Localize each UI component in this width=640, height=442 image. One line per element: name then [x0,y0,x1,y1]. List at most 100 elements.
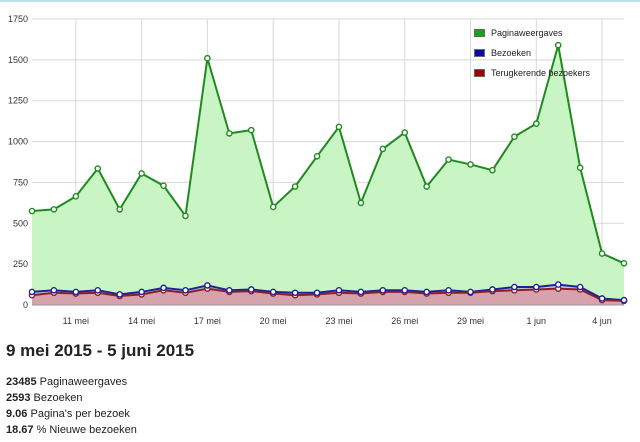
pageviews-point [335,123,343,131]
x-tick-label: 14 mei [128,316,155,326]
visits-point [72,288,80,296]
legend-item-pageviews: Paginaweergaves [474,26,590,39]
y-tick-label: 0 [23,300,28,310]
pageviews-point [226,130,233,137]
visits-point [94,286,102,294]
pageviews-point [28,207,36,215]
y-tick-label: 750 [13,177,28,187]
visits-point [50,286,58,294]
stat-pages-per-visit: 9.06 Pagina's per bezoek [6,406,137,422]
visits-point [138,288,145,296]
legend-swatch-pageviews [474,28,485,37]
visits-point [554,281,562,288]
stat-value: 18.67 [6,424,34,436]
legend-label-visits: Bezoeken [491,47,532,58]
visits-point [379,286,387,294]
x-tick-label: 1 jun [527,316,547,326]
pageviews-point [247,126,255,134]
chart-svg: 0 250 500 750 1000 1250 1500 1750 11 mei 14 mei 17… [8,14,628,326]
pageviews-point [467,161,474,168]
x-tick-label: 29 mei [457,316,484,326]
pageviews-point [72,193,80,200]
visits-point [247,286,255,293]
pageviews-point [138,170,145,177]
pageviews-point [576,164,584,172]
legend-swatch-visits [474,48,485,57]
y-tick-label: 1250 [8,96,28,106]
visits-point [116,291,124,298]
chart-legend: Paginaweergaves Bezoeken Terugkerende be… [474,26,590,86]
visits-point [445,286,452,294]
stat-value: 2593 [6,392,31,404]
x-tick-label: 4 jun [592,316,612,326]
pageviews-point [50,206,58,213]
y-tick-label: 250 [13,259,28,269]
y-tick-label: 500 [13,218,28,228]
x-tick-label: 23 mei [325,316,352,326]
x-tick-label: 17 mei [194,316,221,326]
returning-line [31,287,625,302]
pageviews-point [532,120,540,127]
visits-point [226,286,233,294]
visits-point [269,288,277,296]
pageviews-line [31,44,625,265]
visits-point [467,288,474,296]
y-tick-label: 1000 [8,137,28,147]
visits-point [489,286,496,293]
visits-point [313,289,321,297]
visits-point [204,282,211,289]
pageviews-point [423,183,430,190]
legend-label-returning: Terugkerende bezoekers [491,67,591,78]
x-tick-label: 26 mei [391,316,418,326]
visits-line [31,283,625,302]
visits-point [532,283,540,291]
pageviews-point [379,145,387,153]
pageviews-area [32,45,624,306]
pageviews-point [554,41,562,49]
stat-label: Pagina's per bezoek [30,408,130,420]
visits-point [335,286,343,294]
top-divider [0,0,640,2]
y-tick-label: 1750 [8,14,28,24]
visits-point [511,283,518,291]
visits-point [357,288,365,296]
chart-area: 0 250 500 750 1000 1250 1500 1750 11 mei 14 mei 17… [0,4,640,334]
legend-swatch-returning [474,68,485,77]
legend-item-visits: Bezoeken [474,46,590,59]
visits-point [28,288,36,296]
legend-item-returning: Terugkerende bezoekers [474,66,590,79]
stat-new-visits: 18.67 % Nieuwe bezoeken [6,422,137,438]
pageviews-point [401,129,409,136]
visits-point [423,288,430,296]
pageviews-point [489,166,496,174]
x-tick-label: 20 mei [260,316,287,326]
stat-label: Paginaweergaves [39,376,128,388]
stat-value: 23485 [6,376,37,388]
visits-point [620,296,628,304]
legend-label-pageviews: Paginaweergaves [491,27,563,38]
pageviews-point [620,260,628,267]
stat-pageviews: 23485 Paginaweergaves [6,374,137,390]
visits-point [401,286,409,294]
visits-point [291,289,299,297]
pageviews-point [182,212,189,220]
pageviews-point [313,152,321,160]
date-range-title: 9 mei 2015 - 5 juni 2015 [6,341,195,360]
visits-point [182,286,189,294]
stat-visits: 2593 Bezoeken [6,390,137,406]
pageviews-point [94,165,102,172]
visits-point [576,283,584,291]
stat-value: 9.06 [6,408,28,420]
x-tick-label: 11 mei [63,316,89,326]
pageviews-point [291,183,299,190]
pageviews-point [204,54,211,62]
stats-summary: 23485 Paginaweergaves 2593 Bezoeken 9.06… [6,374,137,438]
pageviews-point [116,206,124,213]
visits-point [160,284,167,292]
pageviews-point [598,250,606,257]
stat-label: % Nieuwe bezoeken [36,424,137,436]
stat-label: Bezoeken [33,392,83,404]
pageviews-point [445,156,452,163]
pageviews-point [160,182,167,189]
pageviews-point [269,203,277,211]
